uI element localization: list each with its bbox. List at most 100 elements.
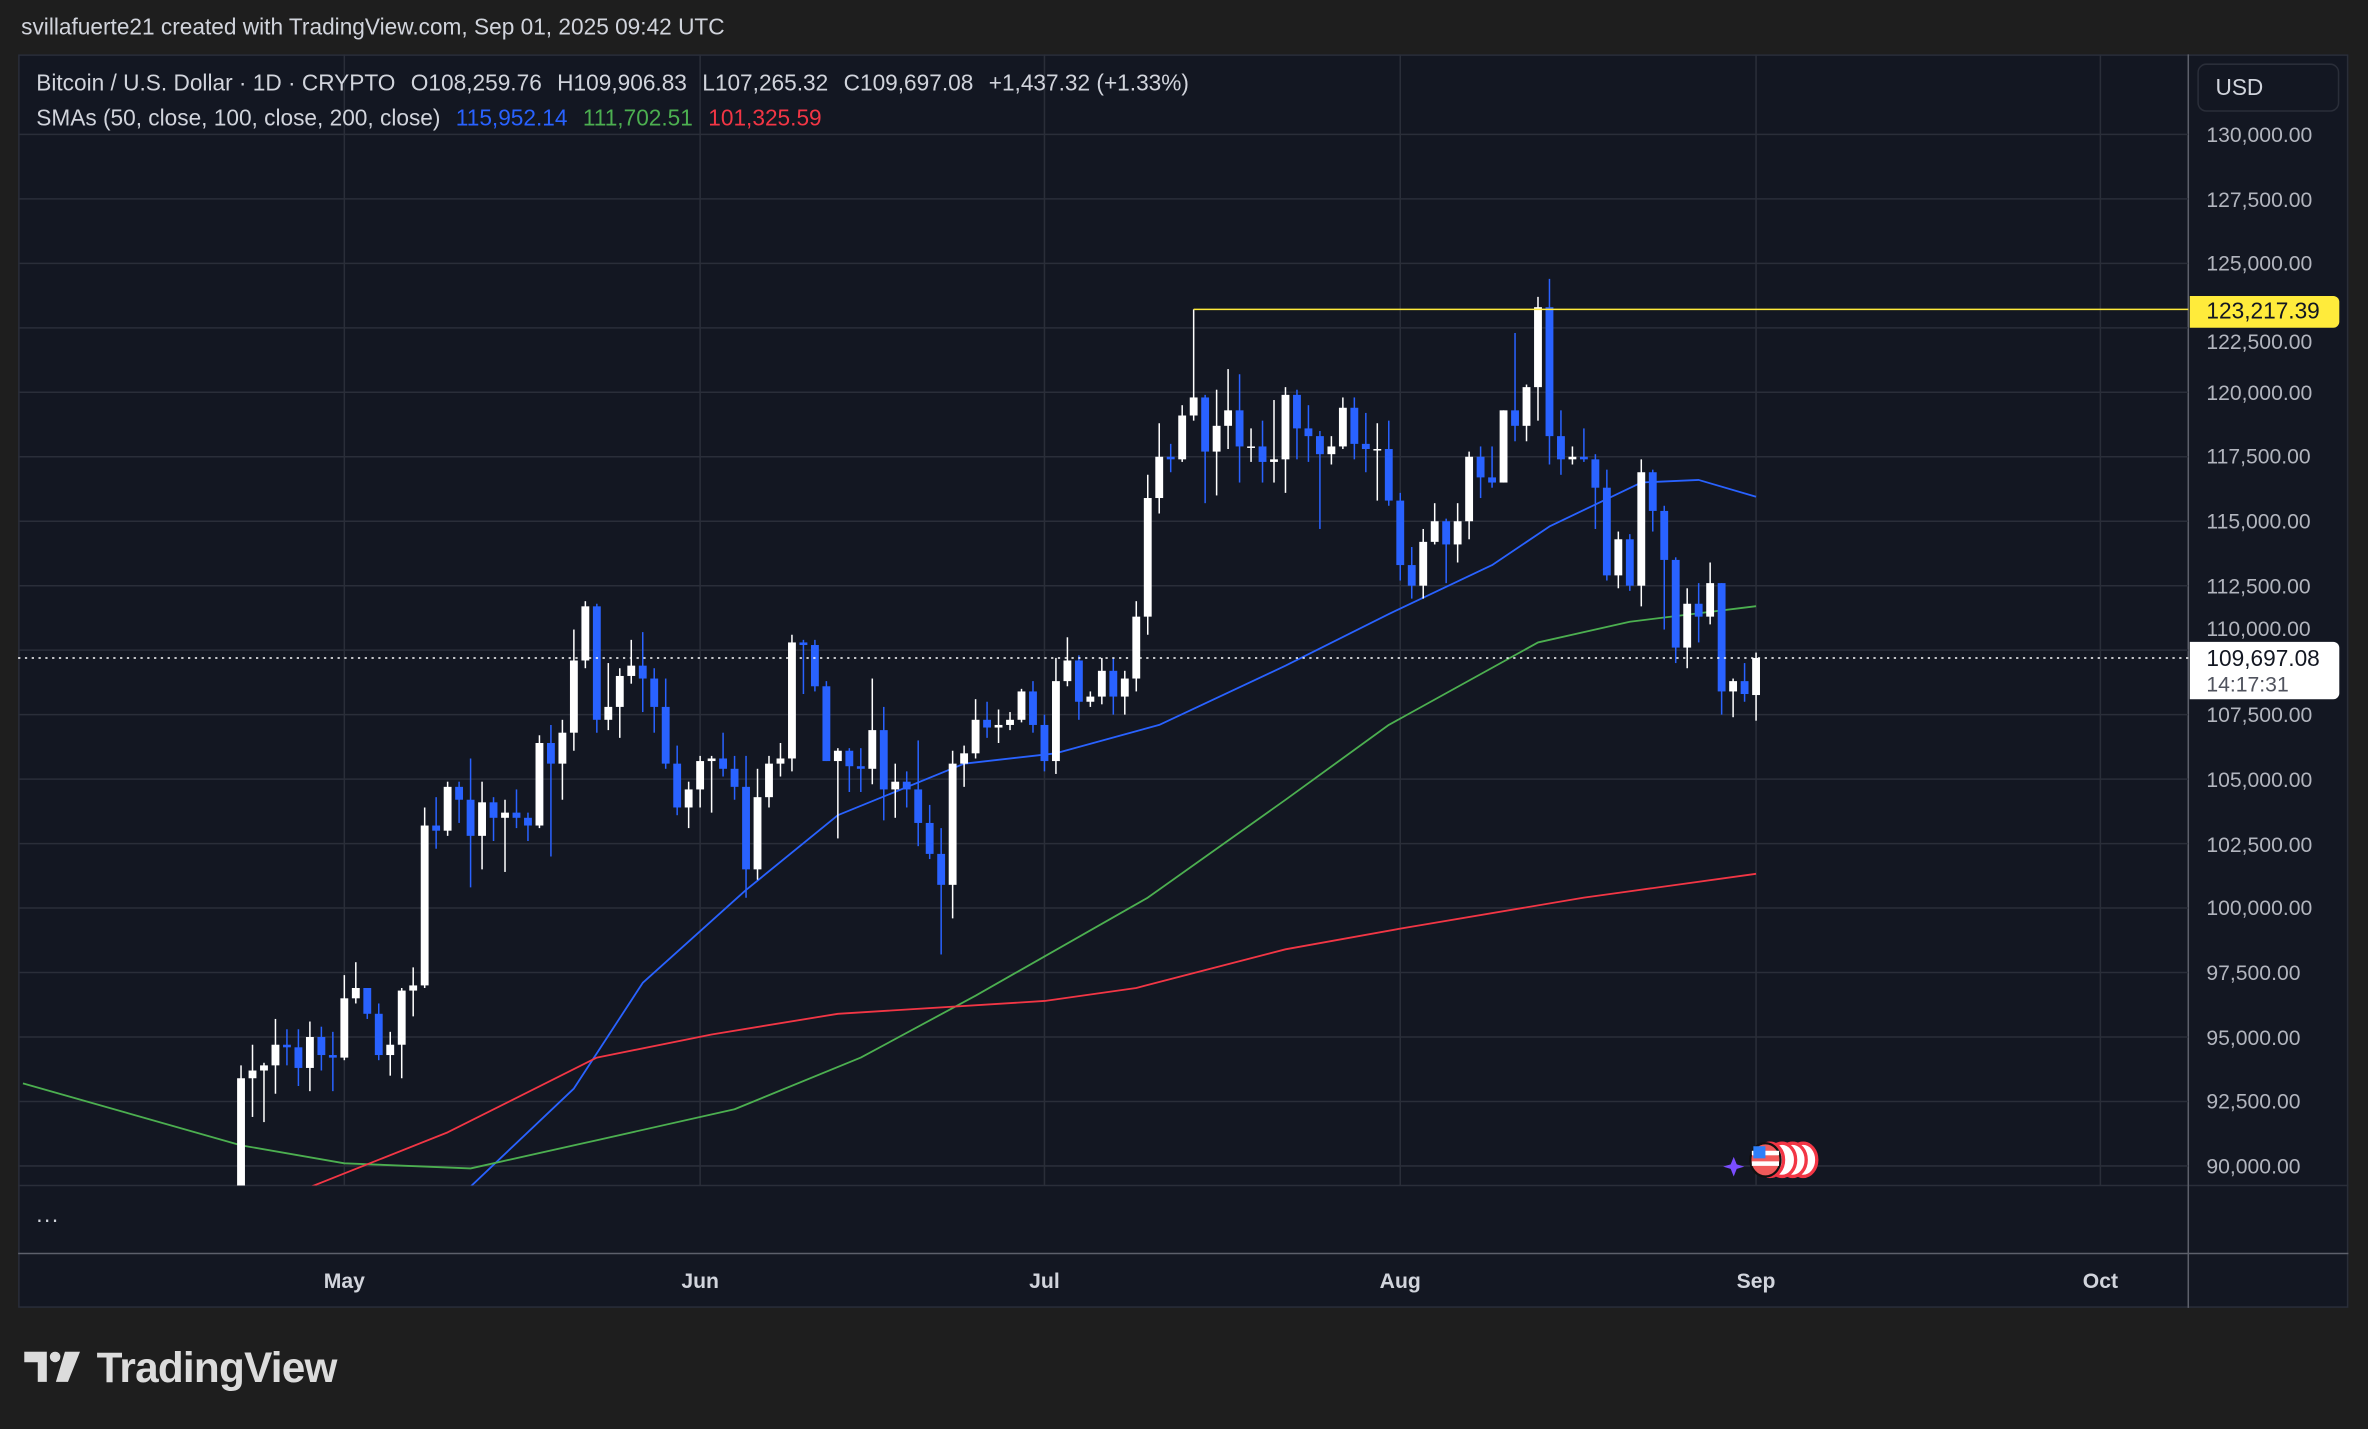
candle (1338, 397, 1347, 450)
candle-body (1396, 500, 1405, 566)
candle (845, 748, 854, 793)
candle-body (328, 1055, 337, 1058)
candle-body (1706, 583, 1715, 617)
tradingview-logo-icon (24, 1351, 81, 1382)
candle (604, 663, 613, 731)
candle (1155, 423, 1164, 514)
candle (1591, 454, 1600, 529)
candle (1706, 562, 1715, 625)
candle-body (1143, 498, 1152, 617)
candle (971, 699, 980, 759)
candle-body (386, 1044, 395, 1056)
candle (1166, 443, 1175, 473)
candle-body (397, 990, 406, 1045)
currency-button[interactable]: USD (2197, 63, 2340, 112)
candle (489, 797, 498, 842)
candle (1270, 400, 1278, 483)
candle (1063, 637, 1072, 687)
candle-body (569, 660, 578, 733)
candle (1430, 503, 1439, 545)
candle-body (891, 781, 900, 790)
candle (1453, 503, 1462, 563)
candle-body (351, 987, 360, 999)
sma-legend: SMAs (50, close, 100, close, 200, close)… (36, 106, 830, 132)
candle-body (1683, 603, 1692, 648)
candle (386, 1031, 395, 1076)
time-tick-label: Oct (2082, 1268, 2119, 1293)
tradingview-logo-text: TradingView (96, 1344, 338, 1391)
time-tick-label: Aug (1379, 1268, 1421, 1293)
sma-indicator-label[interactable]: SMAs (50, close, 100, close, 200, close) (36, 105, 441, 132)
candle (420, 807, 429, 988)
symbol-title[interactable]: Bitcoin / U.S. Dollar · 1D · CRYPTO (36, 70, 396, 97)
candle (983, 701, 991, 738)
candle-body (317, 1036, 326, 1056)
time-tick-label: Sep (1736, 1268, 1776, 1293)
candle-body (1752, 657, 1760, 696)
price-tick-label: 97,500.00 (2206, 960, 2301, 985)
candle-body (810, 645, 819, 687)
ohlc-close: C109,697.08 (843, 70, 974, 97)
candle-body (615, 675, 624, 707)
candle (1304, 405, 1313, 462)
us-economic-events-icon[interactable] (1723, 1141, 1819, 1179)
price-tick-label: 115,000.00 (2206, 509, 2311, 534)
candle (707, 755, 716, 813)
candle (1683, 588, 1692, 669)
attribution-text: svillafuerte21 created with TradingView.… (21, 15, 725, 41)
candle-body (983, 719, 991, 728)
candle (592, 603, 601, 733)
candle-body (1212, 425, 1221, 452)
candle (891, 763, 900, 818)
candle (1557, 410, 1565, 475)
candle-body (1086, 696, 1095, 702)
candle (443, 781, 452, 836)
candle (1579, 428, 1588, 462)
candle-body (1327, 446, 1336, 455)
candle (512, 789, 521, 829)
candle (1052, 657, 1060, 774)
tradingview-logo[interactable]: TradingView (24, 1344, 338, 1392)
candle-body (902, 781, 911, 790)
candle (1212, 389, 1221, 496)
price-tick-label: 100,000.00 (2206, 895, 2313, 921)
candle (1660, 505, 1669, 630)
candle-body (1293, 394, 1301, 429)
time-tick-label: Jul (1029, 1268, 1060, 1293)
candle-body (1453, 521, 1462, 545)
price-tick-label: 110,000.00 (2206, 616, 2311, 641)
candle (1143, 474, 1152, 635)
candle (1637, 459, 1646, 607)
candle (397, 987, 406, 1079)
candle-body (1304, 428, 1313, 437)
candle (260, 1062, 268, 1123)
pane-menu-button[interactable]: ... (36, 1202, 60, 1228)
candle (1648, 469, 1657, 532)
candle (524, 812, 532, 842)
candle-body (1729, 681, 1738, 692)
candle-body (237, 1078, 245, 1186)
candle (1671, 557, 1680, 664)
candle-body (1361, 443, 1370, 450)
ohlc-high: H109,906.83 (557, 70, 687, 97)
candle-body (260, 1065, 268, 1071)
candle (1602, 469, 1611, 581)
candle-body (1740, 681, 1749, 695)
candle (363, 987, 372, 1019)
candle (409, 967, 418, 1017)
candle-body (1109, 670, 1118, 697)
candle-body (1373, 449, 1382, 451)
candle-body (1201, 397, 1210, 452)
candle (1419, 528, 1428, 599)
candle-body (960, 753, 969, 764)
candle (1132, 601, 1141, 692)
candle-body (489, 802, 498, 818)
price-tick-label: 105,000.00 (2206, 767, 2313, 792)
candle-body (1430, 521, 1439, 542)
candle (960, 745, 969, 787)
candle-body (305, 1036, 314, 1068)
candle (1350, 397, 1359, 460)
candle (271, 1018, 280, 1094)
candle (615, 668, 624, 738)
